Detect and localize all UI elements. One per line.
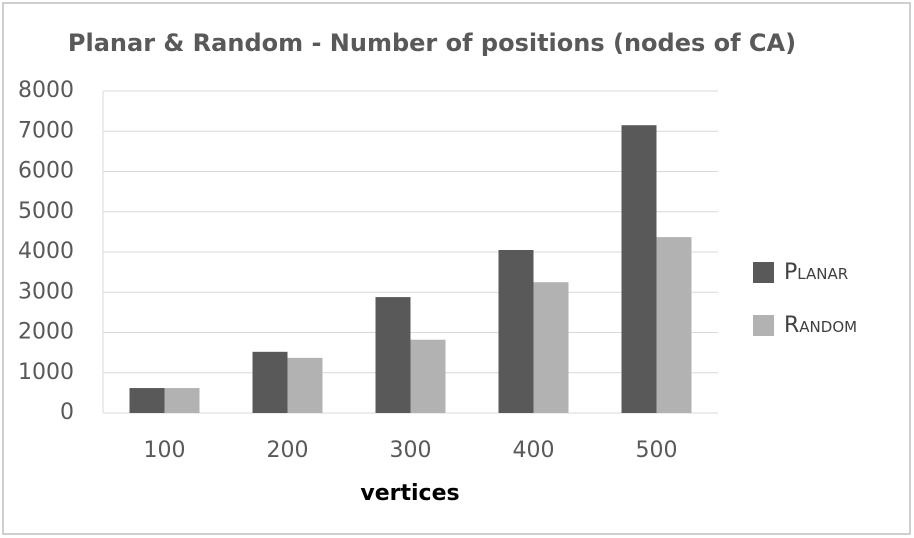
x-tick-label: 400: [513, 438, 555, 463]
bar: [656, 237, 692, 413]
bar: [533, 282, 569, 413]
bar: [410, 339, 446, 413]
y-tick-label: 8000: [18, 78, 74, 103]
y-tick-label: 6000: [18, 159, 74, 184]
bar: [129, 388, 165, 413]
y-tick-label: 4000: [18, 239, 74, 264]
legend-label: Planar: [784, 260, 848, 285]
y-tick-label: 0: [60, 400, 74, 425]
y-tick-label: 7000: [18, 118, 74, 143]
chart-title: Planar & Random - Number of positions (n…: [68, 29, 796, 57]
y-tick-label: 3000: [18, 279, 74, 304]
x-tick-label: 500: [636, 438, 678, 463]
legend-swatch: [753, 315, 774, 336]
bar: [498, 249, 534, 413]
bar: [287, 357, 323, 413]
bar: [621, 125, 657, 414]
bar: [375, 297, 411, 413]
y-tick-label: 5000: [18, 199, 74, 224]
x-axis-title: vertices: [360, 481, 459, 506]
bar: [164, 388, 200, 413]
legend-swatch: [753, 262, 774, 283]
x-tick-label: 200: [267, 438, 309, 463]
y-tick-label: 1000: [18, 360, 74, 385]
legend-label: Random: [784, 313, 857, 338]
bar: [252, 351, 288, 413]
y-tick-label: 2000: [18, 320, 74, 345]
x-tick-label: 100: [144, 438, 186, 463]
x-tick-label: 300: [390, 438, 432, 463]
